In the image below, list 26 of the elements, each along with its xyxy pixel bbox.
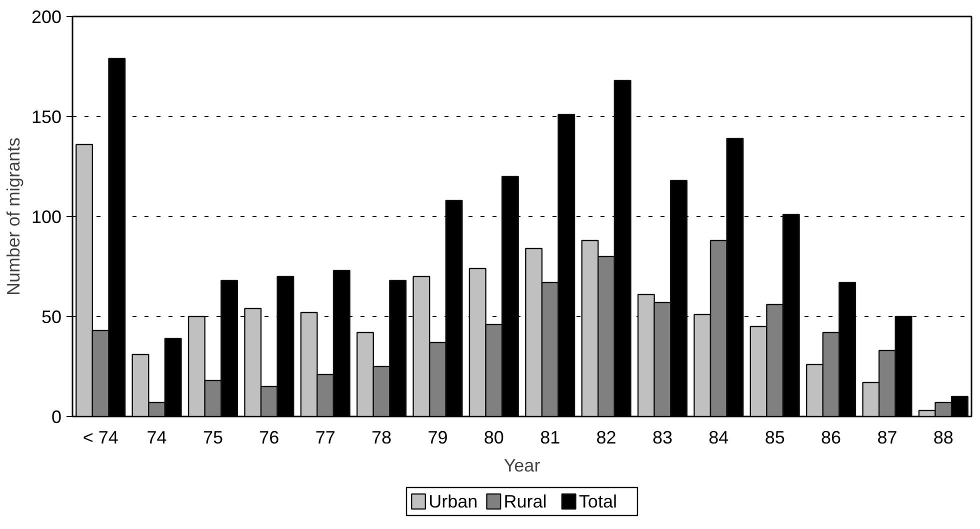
y-axis-title: Number of migrants — [3, 137, 24, 296]
x-tick-label: 81 — [540, 428, 560, 448]
x-tick-label: 76 — [259, 428, 280, 448]
x-tick-label: 78 — [372, 428, 392, 448]
x-tick-label: 77 — [315, 428, 336, 448]
x-tick-label: 85 — [764, 428, 785, 448]
legend-label: Total — [578, 492, 617, 512]
x-tick-label: 82 — [596, 428, 616, 448]
x-tick-label: 74 — [146, 428, 167, 448]
y-tick-label: 50 — [41, 307, 62, 327]
legend-label: Rural — [504, 492, 547, 512]
x-tick-label: 86 — [821, 428, 842, 448]
x-tick-label: 80 — [484, 428, 504, 448]
x-tick-label: < 74 — [82, 428, 118, 448]
x-axis-title: Year — [504, 456, 540, 476]
legend-label: Urban — [428, 492, 478, 512]
x-tick-label: 88 — [933, 428, 954, 448]
y-tick-label: 150 — [31, 107, 62, 127]
x-tick-label: 84 — [708, 428, 729, 448]
x-tick-label: 87 — [877, 428, 898, 448]
y-tick-label: 0 — [51, 407, 62, 427]
x-tick-label: 83 — [652, 428, 672, 448]
x-tick-label: 75 — [202, 428, 223, 448]
x-tick-label: 79 — [428, 428, 448, 448]
y-tick-label: 100 — [31, 207, 62, 227]
y-tick-label: 200 — [31, 7, 62, 27]
